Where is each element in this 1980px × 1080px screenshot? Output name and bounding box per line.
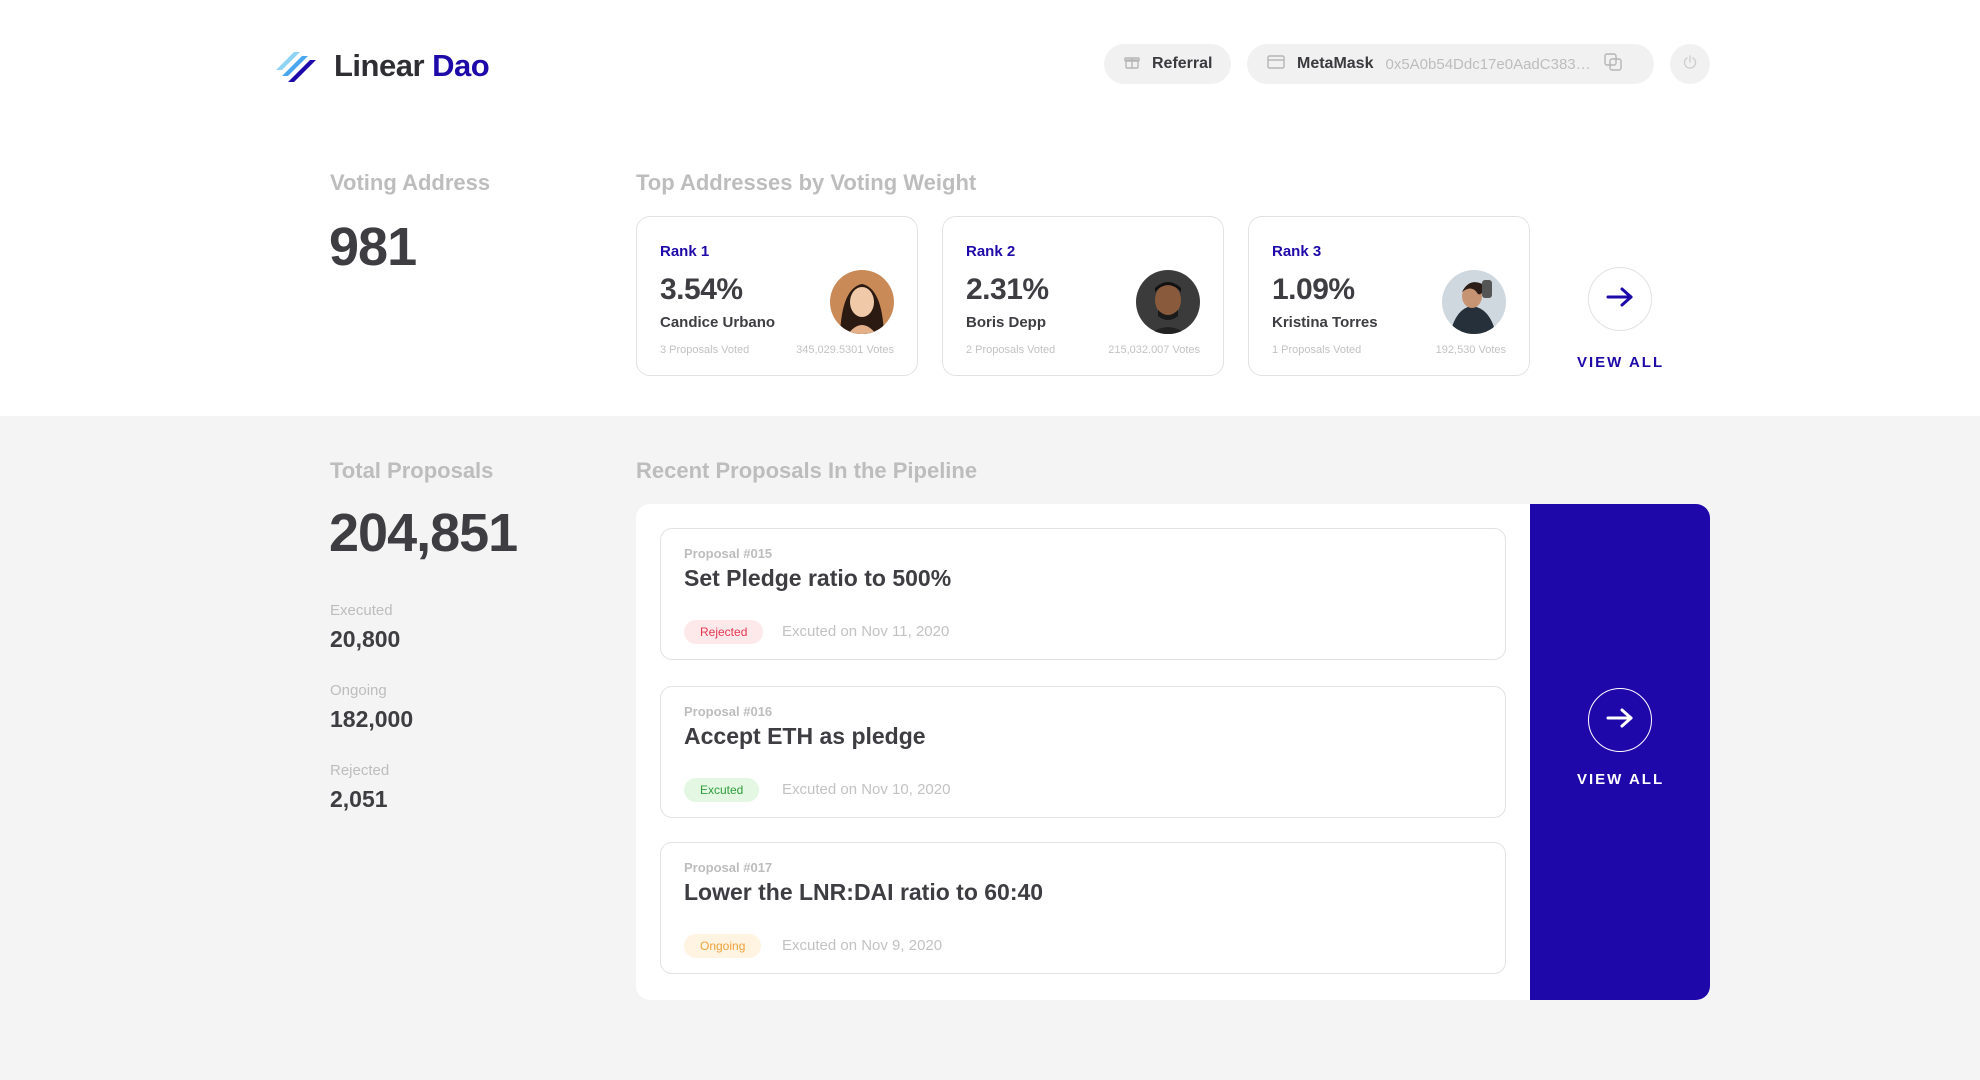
arrow-right-icon bbox=[1605, 286, 1635, 313]
arrow-right-icon bbox=[1605, 707, 1635, 734]
proposal-number: Proposal #016 bbox=[684, 704, 773, 719]
pipeline-title: Recent Proposals In the Pipeline bbox=[636, 458, 978, 483]
proposal-card-016[interactable]: Proposal #016 Accept ETH as pledge Excut… bbox=[660, 686, 1506, 818]
logo-word: Linear bbox=[334, 47, 425, 83]
executed-value: 20,800 bbox=[330, 626, 401, 652]
proposal-number: Proposal #017 bbox=[684, 860, 773, 875]
proposal-title: Accept ETH as pledge bbox=[684, 723, 926, 749]
top-addresses-title: Top Addresses by Voting Weight bbox=[636, 170, 977, 195]
rank-card-1[interactable]: Rank 1 3.54% Candice Urbano 3 Proposals … bbox=[636, 216, 918, 376]
executed-label: Executed bbox=[330, 602, 393, 619]
view-all-addresses-link[interactable]: VIEW ALL bbox=[1577, 354, 1665, 371]
power-icon bbox=[1682, 54, 1698, 75]
status-badge: Ongoing bbox=[684, 934, 762, 958]
voting-address-label: Voting Address bbox=[330, 170, 491, 195]
rank-label: Rank 2 bbox=[966, 243, 1016, 260]
logo-text: Linear Dao bbox=[334, 47, 490, 84]
view-all-addresses-button[interactable] bbox=[1588, 267, 1652, 331]
proposal-number: Proposal #015 bbox=[684, 546, 773, 561]
rank-proposals: 2 Proposals Voted bbox=[966, 344, 1056, 356]
wallet-address: 0x5A0b54Ddc17e0AadC383… bbox=[1385, 55, 1591, 73]
proposal-title: Set Pledge ratio to 500% bbox=[684, 565, 952, 591]
rejected-value: 2,051 bbox=[330, 786, 388, 812]
ongoing-value: 182,000 bbox=[330, 706, 414, 732]
avatar bbox=[1136, 270, 1200, 334]
rank-percent: 2.31% bbox=[966, 273, 1049, 306]
proposal-date: Excuted on Nov 11, 2020 bbox=[782, 623, 950, 640]
status-badge: Rejected bbox=[684, 620, 764, 644]
wallet-icon bbox=[1267, 54, 1285, 75]
referral-button[interactable]: Referral bbox=[1104, 44, 1231, 84]
rank-name: Kristina Torres bbox=[1272, 314, 1378, 331]
rank-name: Boris Depp bbox=[966, 314, 1047, 331]
total-proposals-label: Total Proposals bbox=[330, 458, 494, 483]
proposal-title: Lower the LNR:DAI ratio to 60:40 bbox=[684, 879, 1044, 905]
disconnect-button[interactable] bbox=[1670, 44, 1710, 84]
rank-proposals: 1 Proposals Voted bbox=[1272, 344, 1362, 356]
status-badge: Excuted bbox=[684, 778, 760, 802]
wallet-name: MetaMask bbox=[1297, 55, 1374, 72]
total-proposals-value: 204,851 bbox=[329, 503, 518, 563]
proposal-date: Excuted on Nov 9, 2020 bbox=[782, 937, 943, 954]
rank-percent: 1.09% bbox=[1272, 273, 1355, 306]
rank-votes: 345,029.5301 Votes bbox=[796, 344, 894, 356]
logo-mark-icon bbox=[272, 40, 318, 91]
view-all-proposals-button[interactable] bbox=[1588, 688, 1652, 752]
rank-card-3[interactable]: Rank 3 1.09% Kristina Torres 1 Proposals… bbox=[1248, 216, 1530, 376]
gift-icon bbox=[1124, 54, 1140, 75]
referral-label: Referral bbox=[1152, 55, 1213, 72]
logo[interactable]: Linear Dao bbox=[272, 40, 490, 91]
proposal-card-017[interactable]: Proposal #017 Lower the LNR:DAI ratio to… bbox=[660, 842, 1506, 974]
proposal-card-015[interactable]: Proposal #015 Set Pledge ratio to 500% R… bbox=[660, 528, 1506, 660]
rank-votes: 215,032.007 Votes bbox=[1108, 344, 1200, 356]
rank-votes: 192,530 Votes bbox=[1435, 344, 1506, 356]
avatar bbox=[1442, 270, 1506, 334]
logo-accent-word: Dao bbox=[432, 47, 490, 83]
copy-icon[interactable] bbox=[1603, 52, 1623, 77]
wallet-button[interactable]: MetaMask 0x5A0b54Ddc17e0AadC383… bbox=[1247, 44, 1654, 84]
rejected-label: Rejected bbox=[330, 762, 390, 779]
rank-proposals: 3 Proposals Voted bbox=[660, 344, 750, 356]
rank-percent: 3.54% bbox=[660, 273, 743, 306]
ongoing-label: Ongoing bbox=[330, 682, 387, 699]
proposal-date: Excuted on Nov 10, 2020 bbox=[782, 781, 951, 798]
avatar bbox=[830, 270, 894, 334]
view-all-proposals-link[interactable]: VIEW ALL bbox=[1577, 771, 1665, 788]
view-all-proposals-panel[interactable] bbox=[1530, 504, 1710, 1000]
rank-label: Rank 1 bbox=[660, 243, 710, 260]
rank-label: Rank 3 bbox=[1272, 243, 1322, 260]
rank-card-2[interactable]: Rank 2 2.31% Boris Depp 2 Proposals Vote… bbox=[942, 216, 1224, 376]
rank-name: Candice Urbano bbox=[660, 314, 776, 331]
voting-address-value: 981 bbox=[329, 217, 417, 277]
